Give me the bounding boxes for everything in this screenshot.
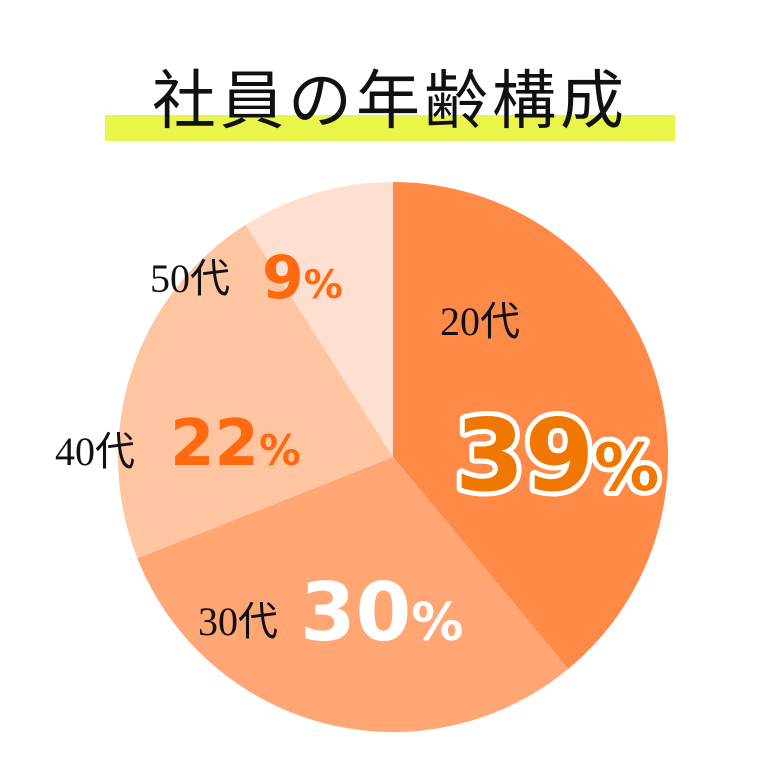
category-label: 20代 <box>440 299 520 344</box>
pie-slice-30代 <box>137 457 569 732</box>
percent-label: 22% <box>170 407 301 481</box>
category-label: 30代 <box>198 599 278 644</box>
percent-label: 9% <box>262 243 343 313</box>
category-label: 50代 <box>150 256 230 301</box>
title-highlight <box>105 115 675 141</box>
chart-title: 社員の年齢構成 <box>152 65 628 139</box>
percent-label: 30% <box>300 566 463 659</box>
pie-slice-50代 <box>245 182 393 457</box>
percent-label: 39% <box>455 397 659 514</box>
category-label: 40代 <box>55 429 135 474</box>
pie-slice-20代 <box>393 182 668 669</box>
title-area: 社員の年齢構成 <box>0 40 780 150</box>
pie-slice-40代 <box>117 224 394 559</box>
